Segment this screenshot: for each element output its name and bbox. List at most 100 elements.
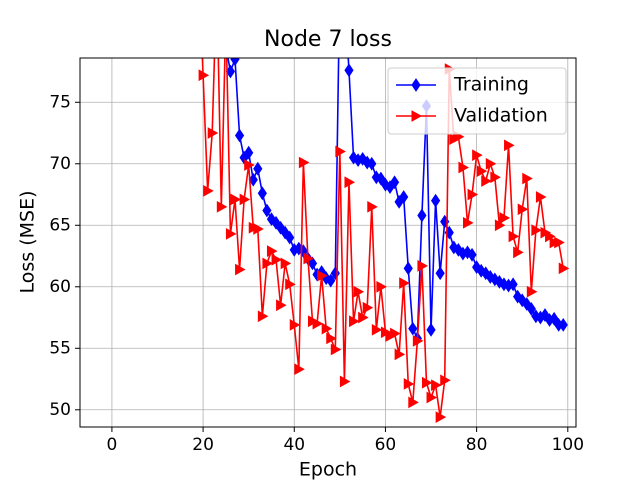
data-point — [303, 252, 314, 265]
data-point — [216, 200, 228, 213]
data-point — [289, 319, 301, 331]
data-point — [257, 186, 267, 201]
data-point — [207, 127, 219, 139]
data-point — [531, 224, 542, 237]
ticks: 0 20 40 60 80 100 50 55 60 65 70 75 — [49, 92, 584, 455]
data-point — [326, 273, 336, 288]
data-point — [526, 302, 536, 316]
data-point — [230, 58, 240, 67]
data-point — [235, 263, 246, 276]
data-point — [508, 277, 518, 292]
y-tick-label: 60 — [49, 277, 71, 297]
data-point — [522, 172, 533, 185]
legend-label: Validation — [454, 105, 548, 127]
data-point — [276, 299, 287, 312]
data-point — [234, 128, 245, 143]
data-point — [431, 379, 442, 392]
legend-marker — [411, 78, 421, 92]
data-point — [362, 301, 374, 314]
chart-title: Node 7 loss — [264, 27, 392, 52]
data-point — [285, 230, 295, 245]
data-point — [513, 246, 524, 259]
data-point — [417, 208, 427, 223]
data-point — [321, 322, 333, 335]
data-point — [262, 257, 273, 270]
data-point — [554, 236, 565, 249]
data-point — [253, 161, 263, 176]
data-point — [403, 261, 413, 276]
data-point — [257, 310, 269, 323]
data-point — [399, 277, 410, 289]
data-point — [262, 203, 272, 218]
data-point — [508, 230, 520, 243]
legend-marker — [411, 110, 423, 122]
data-point — [408, 321, 418, 336]
data-point — [330, 343, 342, 356]
data-point — [535, 191, 547, 203]
axes-frame — [79, 57, 577, 428]
data-point — [344, 63, 354, 78]
data-point — [367, 200, 378, 213]
x-tick-label: 60 — [375, 435, 397, 455]
data-point — [353, 285, 365, 298]
y-axis-label: Loss (MSE) — [17, 191, 39, 294]
data-point — [253, 223, 264, 235]
data-point — [317, 269, 328, 282]
data-point — [280, 257, 292, 270]
data-point — [435, 411, 447, 424]
data-point — [389, 175, 400, 190]
y-tick-label: 70 — [49, 154, 71, 174]
data-point — [517, 203, 529, 216]
x-tick-label: 40 — [283, 435, 305, 455]
data-point — [390, 327, 401, 340]
data-point — [367, 156, 377, 171]
y-tick-label: 55 — [49, 338, 71, 358]
data-point — [558, 262, 570, 275]
x-tick-label: 20 — [192, 435, 214, 455]
data-point — [239, 193, 251, 206]
data-point — [403, 378, 415, 390]
y-tick-label: 75 — [49, 92, 71, 112]
data-point — [394, 348, 406, 361]
data-point — [230, 193, 242, 206]
data-point — [349, 315, 360, 328]
legend: Training Validation — [387, 67, 567, 135]
data-point — [558, 318, 568, 332]
x-axis-label: Epoch — [299, 459, 357, 480]
data-point — [339, 375, 351, 388]
data-point — [248, 172, 258, 187]
data-point — [399, 190, 409, 204]
data-point — [294, 363, 305, 376]
data-point — [198, 69, 210, 82]
data-point — [244, 145, 254, 160]
data-point — [485, 157, 497, 170]
data-point — [376, 280, 387, 293]
data-point — [463, 216, 474, 229]
data-point — [426, 391, 438, 404]
x-tick-label: 0 — [106, 435, 117, 455]
data-point — [440, 374, 451, 387]
data-point — [504, 139, 515, 152]
data-point — [467, 188, 479, 201]
data-point — [417, 260, 428, 272]
data-point — [481, 175, 492, 187]
data-point — [499, 212, 511, 224]
data-point — [335, 145, 346, 158]
data-point — [435, 266, 445, 281]
series-line — [201, 58, 565, 418]
data-point — [225, 228, 237, 240]
data-point — [472, 149, 483, 162]
data-point — [203, 184, 214, 197]
data-point — [526, 285, 538, 298]
legend-label: Training — [453, 74, 529, 96]
data-point — [266, 245, 278, 257]
data-point — [430, 193, 441, 208]
data-point — [298, 156, 310, 169]
data-point — [285, 278, 296, 291]
x-tick-label: 100 — [552, 435, 584, 455]
data-point — [358, 311, 369, 324]
y-tick-label: 65 — [49, 215, 71, 235]
data-point — [326, 332, 337, 345]
data-point — [549, 311, 559, 326]
